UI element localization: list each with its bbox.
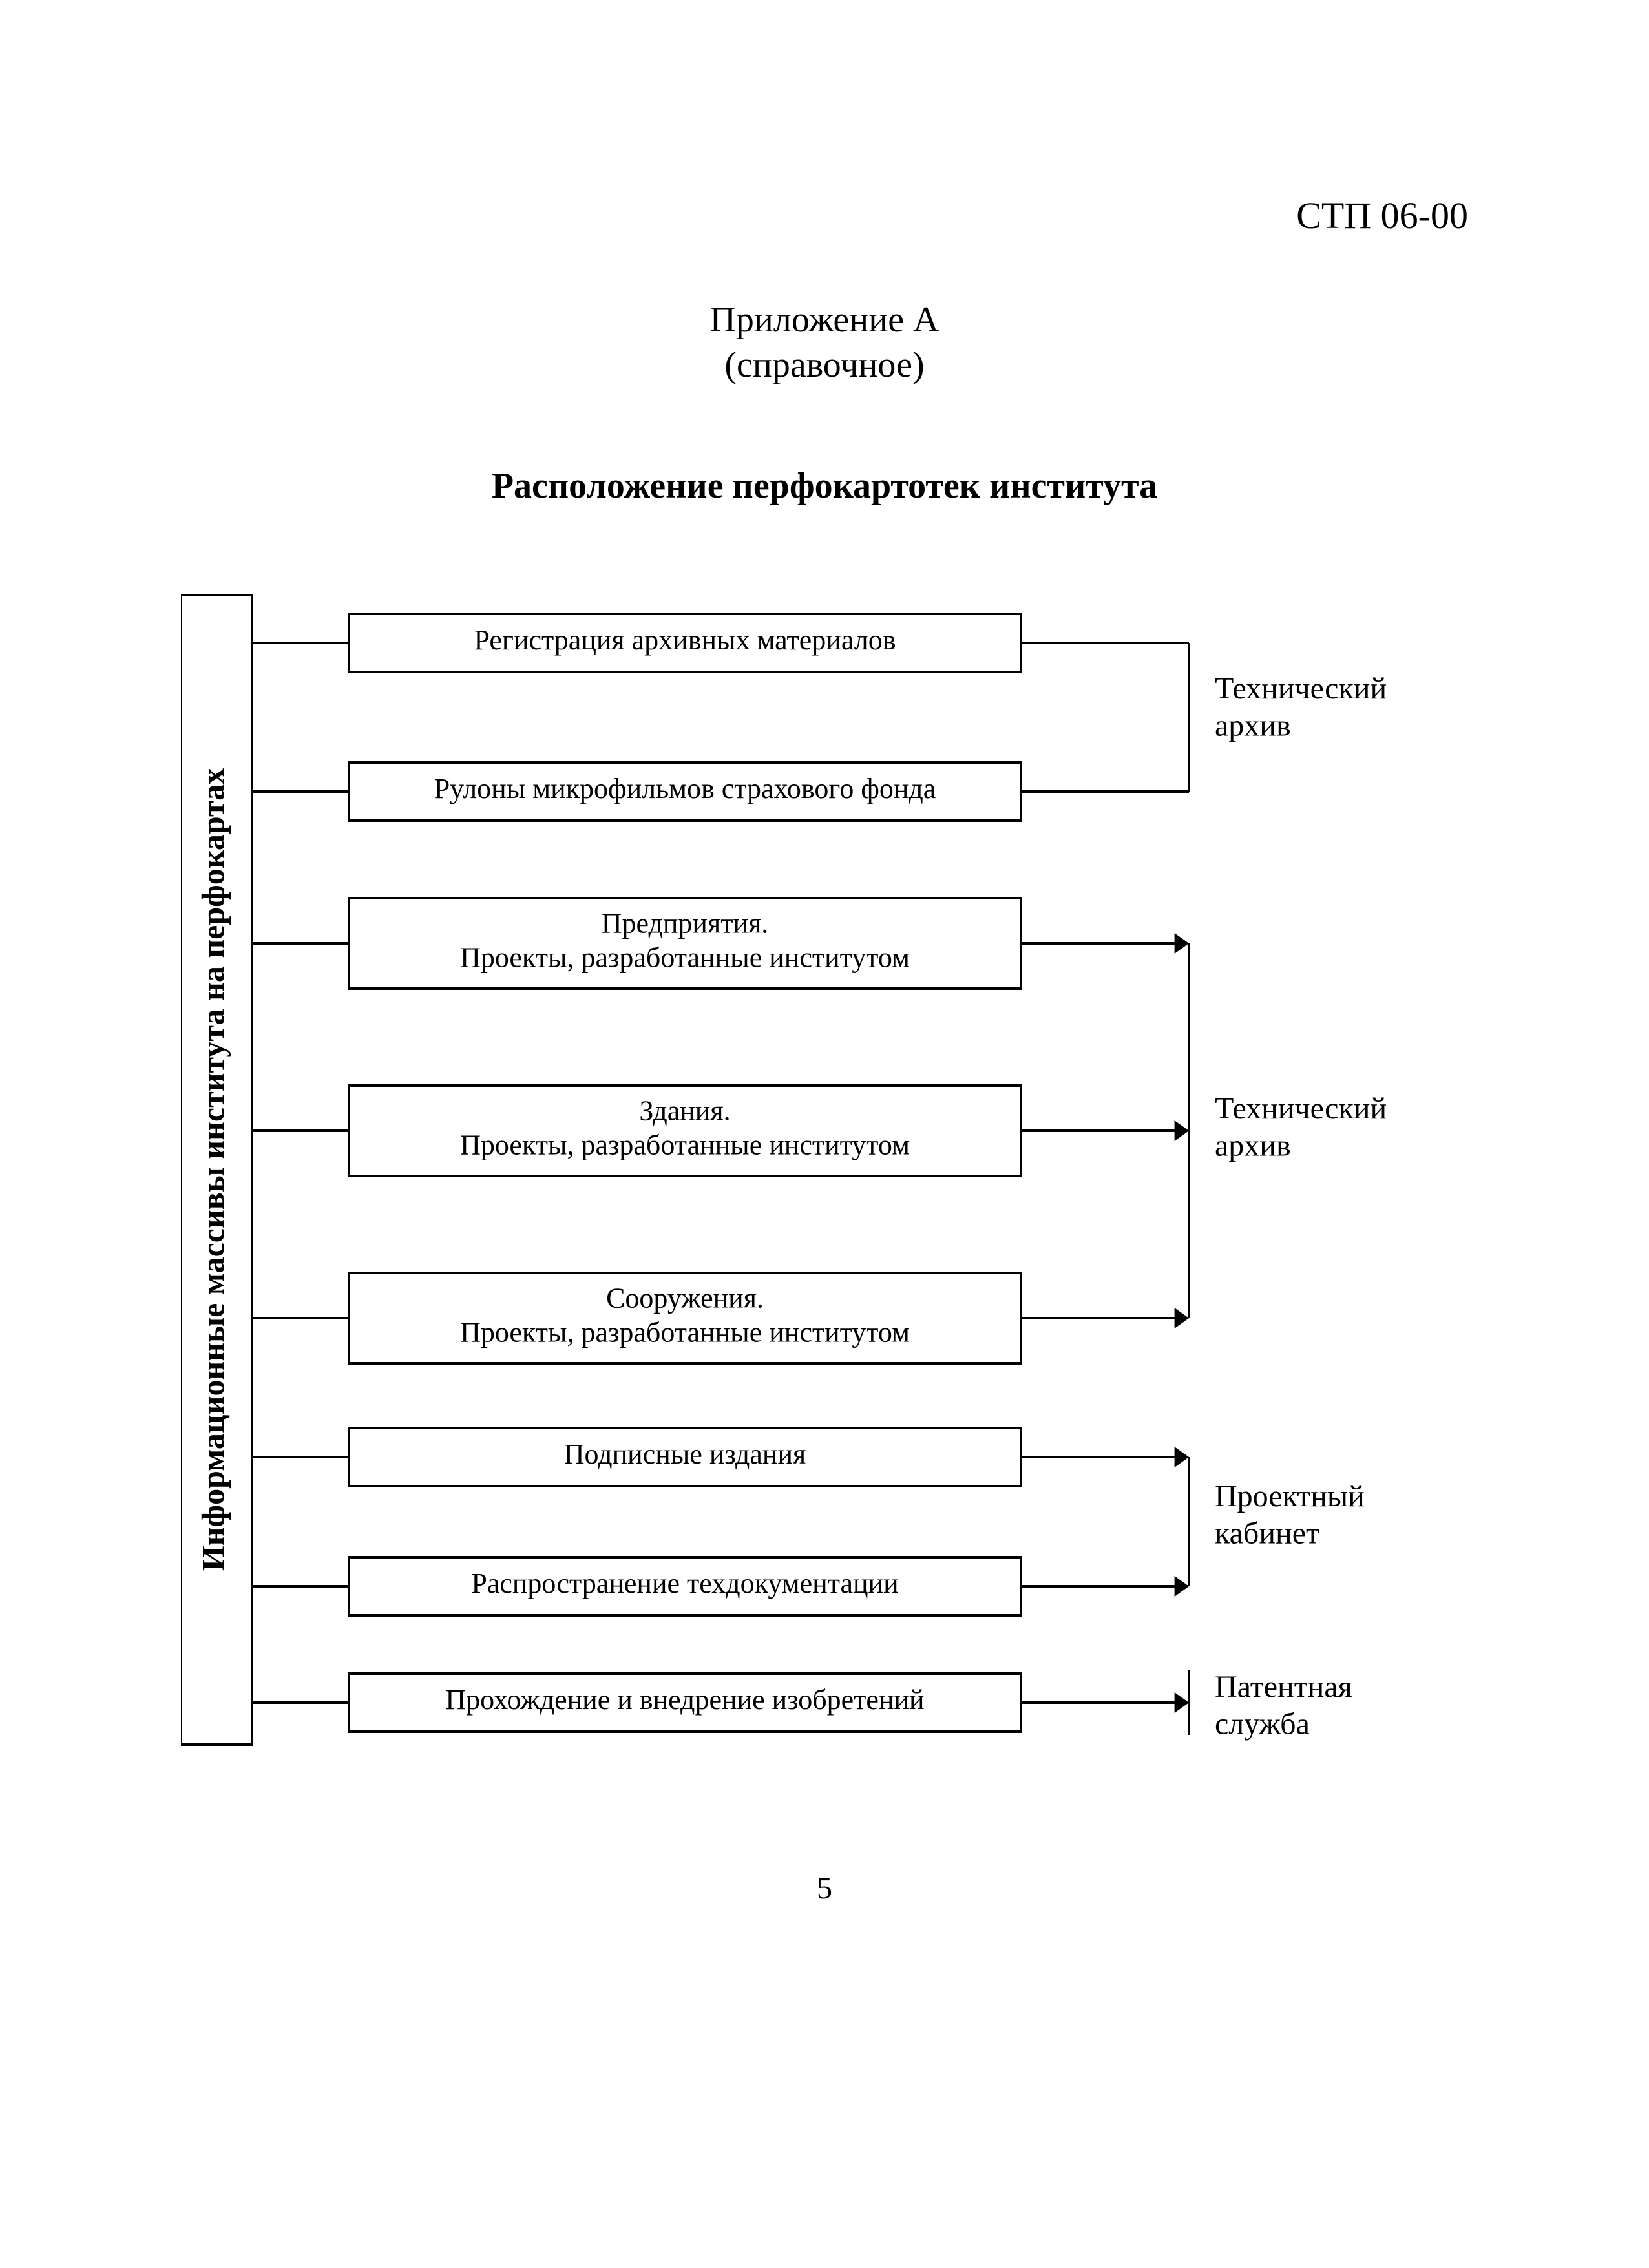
svg-text:Прохождение и внедрение изобре: Прохождение и внедрение изобретений bbox=[445, 1684, 924, 1716]
appendix-line2: (справочное) bbox=[724, 345, 924, 385]
svg-text:кабинет: кабинет bbox=[1215, 1517, 1319, 1551]
svg-text:Здания.: Здания. bbox=[639, 1095, 730, 1127]
svg-text:Регистрация архивных материало: Регистрация архивных материалов bbox=[474, 624, 896, 656]
svg-text:Подписные издания: Подписные издания bbox=[564, 1438, 806, 1470]
svg-text:Рулоны микрофильмов страхового: Рулоны микрофильмов страхового фонда bbox=[434, 773, 936, 804]
svg-text:Патентная: Патентная bbox=[1215, 1670, 1352, 1704]
svg-text:Сооружения.: Сооружения. bbox=[606, 1283, 764, 1314]
svg-text:архив: архив bbox=[1215, 1129, 1291, 1163]
svg-text:служба: служба bbox=[1215, 1707, 1310, 1741]
svg-text:Проекты, разработанные институ: Проекты, разработанные институтом bbox=[460, 1316, 910, 1348]
document-code: СТП 06-00 bbox=[1296, 194, 1468, 237]
svg-text:Технический: Технический bbox=[1215, 1091, 1387, 1126]
appendix-line1: Приложение А bbox=[709, 300, 939, 340]
diagram-title: Расположение перфокартотек института bbox=[0, 465, 1649, 507]
svg-text:архив: архив bbox=[1215, 709, 1291, 743]
appendix-header: Приложение А (справочное) bbox=[0, 297, 1649, 388]
svg-text:Распространение техдокументаци: Распространение техдокументации bbox=[471, 1568, 898, 1599]
svg-text:Проекты, разработанные институ: Проекты, разработанные институтом bbox=[460, 941, 910, 973]
page-number: 5 bbox=[0, 1871, 1649, 1906]
svg-text:Информационные массивы институ: Информационные массивы института на перф… bbox=[194, 768, 231, 1571]
svg-text:Проекты, разработанные институ: Проекты, разработанные институтом bbox=[460, 1129, 910, 1160]
svg-text:Предприятия.: Предприятия. bbox=[602, 908, 768, 940]
flowchart-diagram: Информационные массивы института на перф… bbox=[181, 594, 1473, 1745]
svg-text:Проектный: Проектный bbox=[1215, 1479, 1365, 1513]
svg-text:Технический: Технический bbox=[1215, 671, 1387, 706]
